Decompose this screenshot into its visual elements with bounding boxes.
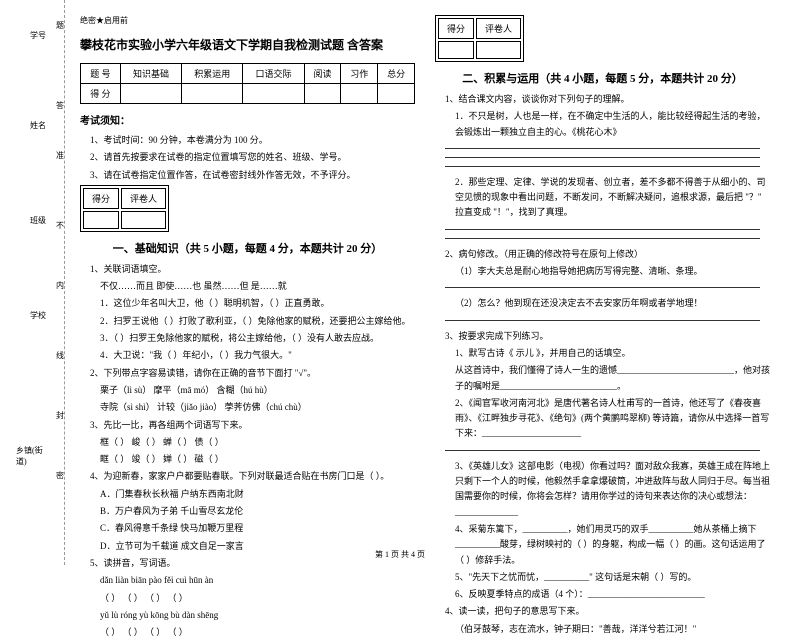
s2-q3-item: 3、《英雄儿女》这部电影（电视）你看过吗？面对敌众我寡，英雄王成在阵地上只剩下一…: [455, 459, 770, 520]
scorer-cell: [438, 41, 474, 59]
answer-line: [445, 320, 760, 321]
answer-line: [445, 148, 760, 149]
score-cell: [182, 84, 243, 104]
binding-char-7: 密: [56, 470, 64, 481]
q5-item: yǔ lù róng yù kōng bù dàn shēng: [100, 608, 415, 623]
s2-q1-item: 1．不只是树，人也是一样，在不确定中生活的人，能比较经得起生活的考验，会锻炼出一…: [455, 109, 770, 140]
answer-line: [445, 287, 760, 288]
scorer-cell: [83, 211, 119, 229]
scorer-box-2: 得分评卷人: [435, 15, 524, 62]
q4-item: C．春风得意千条绿 快马加鞭万里程: [100, 521, 415, 536]
q1-item: 3．（ ）扫罗王免除他家的赋税，将公主嫁给他，（ ）没有人敢去应战。: [100, 331, 415, 346]
binding-margin: 学号 姓名 班级 学校 乡镇(街道) 题 答 准 不 内 线 封 密: [0, 0, 65, 565]
scorer-label: 得分: [83, 188, 119, 209]
score-header: 知识基础: [120, 64, 181, 84]
q1-item: 4．大卫说："我（ ）年纪小，（ ）我力气很大。": [100, 348, 415, 363]
q5-item: （ ） （ ） （ ） （ ）: [100, 625, 415, 640]
right-column: 得分评卷人 二、积累与运用（共 4 小题，每题 5 分，本题共计 20 分） 1…: [425, 15, 780, 560]
page-footer: 第 1 页 共 4 页: [0, 549, 800, 560]
s2-q2-item: （1）李大夫总是耐心地指导她把病历写得完整、清晰、条理。: [455, 264, 770, 279]
score-header: 积累运用: [182, 64, 243, 84]
score-cell: 得 分: [81, 84, 121, 104]
q5-item: （ ） （ ） （ ） （ ）: [100, 591, 415, 606]
q4-item: A．门集春秋长秋福 户纳东西南北财: [100, 487, 415, 502]
binding-char-2: 准: [56, 150, 64, 161]
score-cell: [378, 84, 415, 104]
confidential-label: 绝密★启用前: [80, 15, 415, 26]
answer-line: [445, 450, 760, 451]
q4: 4、为迎新春，家家户户都要贴春联。下列对联最适合贴在书房门口是（ ）。: [90, 469, 415, 484]
scorer-box: 得分评卷人: [80, 185, 169, 232]
answer-line: [445, 157, 760, 158]
q1: 1、关联词语填空。: [90, 262, 415, 277]
binding-char-4: 内: [56, 280, 64, 291]
section1-heading: 一、基础知识（共 5 小题，每题 4 分，本题共计 20 分）: [80, 240, 415, 256]
q2-item: 寺院（sì shì） 计较（jiǎo jiào） 荸荠仿佛（chú chù）: [100, 400, 415, 415]
s2-q2-item: （2）怎么？他到现在还没决定去不去安家历年啊或者学地理！: [455, 296, 770, 311]
score-header: 总分: [378, 64, 415, 84]
s2-q2: 2、病句修改。（用正确的修改符号在原句上修改）: [445, 247, 770, 262]
s2-q1-text2: 2．那些定理、定律、学说的发现者、创立者，差不多都不得善于从细小的、司空见惯的现…: [455, 175, 770, 221]
scorer-cell: [476, 41, 521, 59]
s2-q3-item: 5、"先天下之忧而忧，__________" 这句话是宋朝（ ）写的。: [455, 570, 770, 585]
binding-char-5: 线: [56, 350, 64, 361]
score-cell: [341, 84, 378, 104]
scorer-label: 评卷人: [121, 188, 166, 209]
left-column: 绝密★启用前 攀枝花市实验小学六年级语文下学期自我检测试题 含答案 题 号 知识…: [70, 15, 425, 560]
scorer-label: 评卷人: [476, 18, 521, 39]
score-cell: [120, 84, 181, 104]
q4-item: B．万户春风为子弟 千山雪尽玄龙伦: [100, 504, 415, 519]
s2-q3-item: 6、反映夏季特点的成语（4 个）：_______________________…: [455, 587, 770, 602]
score-header: 口语交际: [243, 64, 304, 84]
binding-label-id: 学号: [30, 30, 46, 41]
binding-label-town: 乡镇(街道): [16, 445, 51, 467]
q1-item: 不仅……而且 即使……也 虽然……但 是……就: [100, 279, 415, 294]
notice-title: 考试须知：: [80, 112, 415, 127]
q1-item: 2．扫罗王说他（ ）打败了歌利亚，（ ）免除他家的赋税，还要把公主嫁给他。: [100, 314, 415, 329]
binding-label-class: 班级: [30, 215, 46, 226]
table-row: 得 分: [81, 84, 415, 104]
s2-q4: 4、读一读，把句子的意思写下来。: [445, 604, 770, 619]
q2-item: 栗子（lì sù） 摩平（mā mó） 含糊（hú hù）: [100, 383, 415, 398]
exam-title: 攀枝花市实验小学六年级语文下学期自我检测试题 含答案: [80, 36, 415, 53]
s2-q3: 3、按要求完成下列练习。: [445, 329, 770, 344]
answer-line: [445, 166, 760, 167]
binding-char-0: 题: [56, 20, 64, 31]
answer-line: [445, 229, 760, 230]
score-header: 习作: [341, 64, 378, 84]
q1-item: 1．这位少年名叫大卫，他（ ）聪明机智，（ ）正直勇敢。: [100, 296, 415, 311]
binding-label-school: 学校: [30, 310, 46, 321]
binding-char-6: 封: [56, 410, 64, 421]
section2-heading: 二、积累与运用（共 4 小题，每题 5 分，本题共计 20 分）: [435, 70, 770, 86]
binding-char-1: 答: [56, 100, 64, 111]
score-cell: [304, 84, 341, 104]
binding-label-name: 姓名: [30, 120, 46, 131]
q5-item: dǎn liàn biān pào fěi cuì hūn àn: [100, 573, 415, 588]
notice-item: 2、请首先按要求在试卷的指定位置填写您的姓名、班级、学号。: [90, 150, 415, 165]
scorer-cell: [121, 211, 166, 229]
s2-q3-item: 从这首诗中，我们懂得了诗人一生的遗憾______________________…: [455, 363, 770, 394]
s2-q3-item: 2、《闻官军收河南河北》是唐代著名诗人杜甫写的一首诗，他还写了《春夜喜雨》、《江…: [455, 396, 770, 442]
page-container: 绝密★启用前 攀枝花市实验小学六年级语文下学期自我检测试题 含答案 题 号 知识…: [0, 0, 800, 565]
s2-q1: 1、结合课文内容，谈谈你对下列句子的理解。: [445, 92, 770, 107]
q2: 2、下列带点字容易读错，请你在正确的音节下面打 "√"。: [90, 366, 415, 381]
answer-line: [445, 238, 760, 239]
q3: 3、先比一比，再各组两个词语写下来。: [90, 418, 415, 433]
score-cell: [243, 84, 304, 104]
notice-item: 3、请在试卷指定位置作答，在试卷密封线外作答无效，不予评分。: [90, 168, 415, 183]
binding-char-3: 不: [56, 220, 64, 231]
q3-item: 眶（ ） 竣（ ） 婵（ ） 磁（ ）: [100, 452, 415, 467]
notice-item: 1、考试时间：90 分钟，本卷满分为 100 分。: [90, 133, 415, 148]
score-header: 题 号: [81, 64, 121, 84]
table-row: 题 号 知识基础 积累运用 口语交际 阅读 习作 总分: [81, 64, 415, 84]
s2-q3-item: 4、采菊东篱下，__________，她们用灵巧的双手__________她从茶…: [455, 522, 770, 568]
score-table: 题 号 知识基础 积累运用 口语交际 阅读 习作 总分 得 分: [80, 63, 415, 104]
s2-q3-item: 1、默写古诗《 示儿 》，并用自己的话填空。: [455, 346, 770, 361]
q3-item: 框（ ） 峻（ ） 蝉（ ） 债（ ）: [100, 435, 415, 450]
s2-q4-item: （伯牙鼓琴，志在流水，钟子期曰："善哉，洋洋兮若江河！": [455, 622, 770, 637]
scorer-label: 得分: [438, 18, 474, 39]
score-header: 阅读: [304, 64, 341, 84]
